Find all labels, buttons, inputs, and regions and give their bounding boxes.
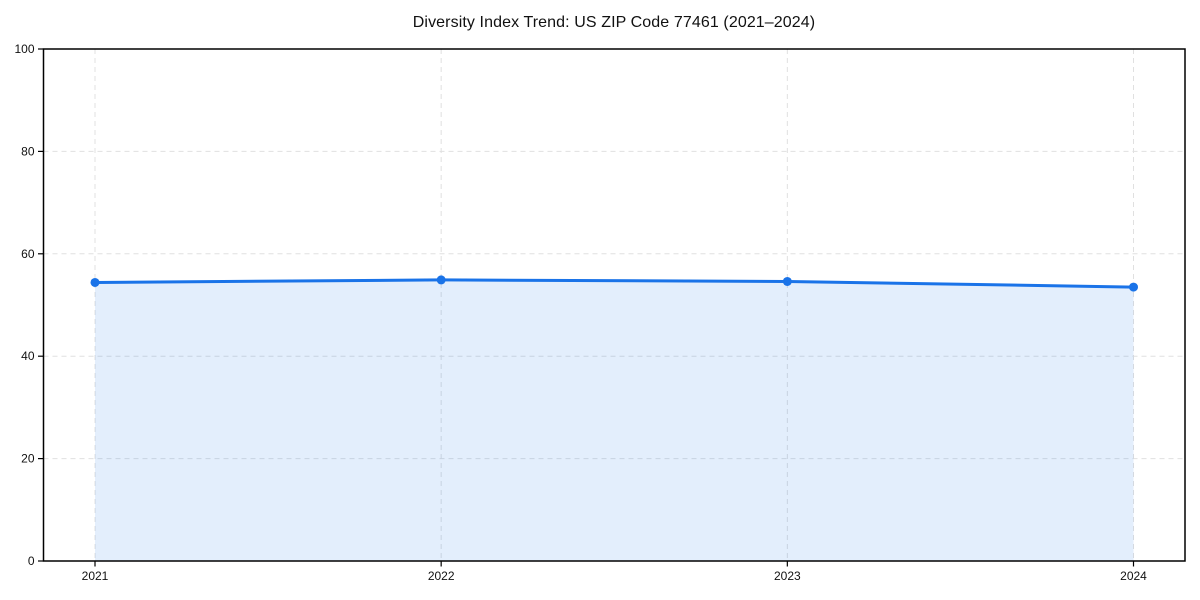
- data-point-2022: [436, 275, 446, 285]
- y-tick-label: 20: [21, 452, 35, 466]
- y-tick-label: 40: [21, 349, 35, 363]
- y-tick-label: 60: [21, 247, 35, 261]
- area-fill: [95, 279, 1134, 561]
- y-tick-label: 80: [21, 144, 35, 158]
- data-point-2023: [782, 276, 792, 286]
- y-tick-label: 0: [28, 554, 35, 568]
- x-tick-label: 2021: [82, 569, 109, 583]
- x-tick-label: 2024: [1120, 569, 1147, 583]
- y-tick-label: 100: [14, 42, 34, 56]
- data-point-2024: [1129, 282, 1138, 292]
- plot-border: [42, 48, 1186, 562]
- data-point-2021: [90, 277, 100, 287]
- trend-line: [93, 278, 1135, 289]
- x-tick-label: 2023: [774, 569, 801, 583]
- x-tick-label: 2022: [428, 569, 455, 583]
- chart-title: Diversity Index Trend: US ZIP Code 77461…: [412, 14, 816, 31]
